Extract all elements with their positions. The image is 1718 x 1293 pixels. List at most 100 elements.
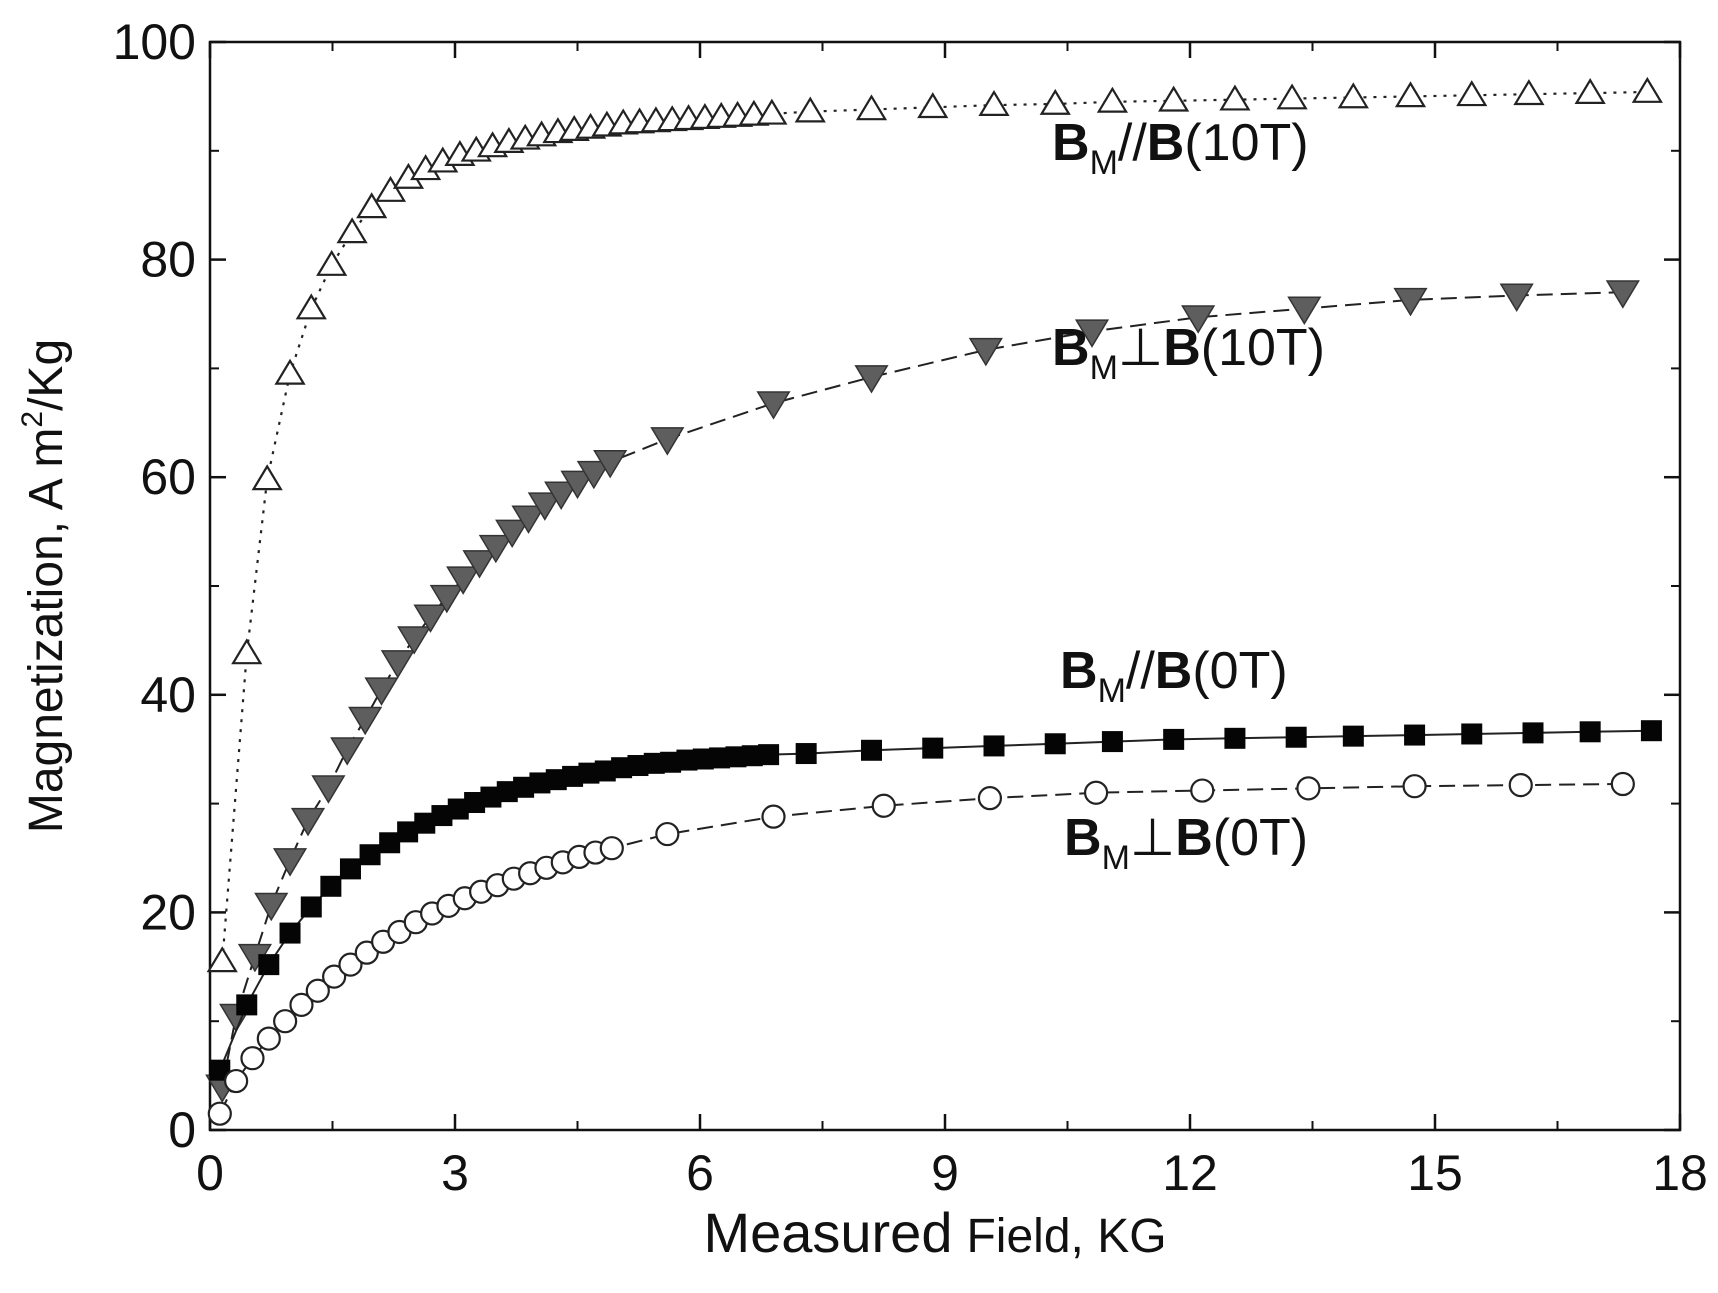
data-point (594, 760, 616, 782)
data-point (206, 946, 238, 973)
data-point (1499, 283, 1534, 312)
data-point (1640, 720, 1662, 742)
data-point (676, 749, 698, 771)
data-point (1285, 726, 1307, 748)
data-point (1605, 280, 1640, 309)
data-point (1342, 725, 1364, 747)
data-point (1276, 83, 1308, 110)
label-condition: (10T) (1201, 319, 1325, 377)
label-condition: (10T) (1184, 114, 1308, 172)
label-field-symbol: B (1163, 319, 1201, 377)
data-point (1287, 296, 1322, 326)
data-point (231, 638, 263, 665)
data-point (1610, 771, 1635, 797)
label-relation: // (1126, 642, 1155, 700)
data-point (414, 812, 436, 834)
x-tick-label: 0 (196, 1145, 224, 1201)
y-axis-title: Magnetization, A m2/Kg (16, 339, 73, 833)
data-point (611, 757, 633, 779)
data-point (1508, 773, 1533, 798)
label-condition: (0T) (1213, 809, 1308, 867)
data-point (339, 858, 361, 880)
x-axis-title-rest: Field, KG (966, 1210, 1166, 1263)
data-point (289, 992, 314, 1017)
x-tick-label: 15 (1407, 1145, 1463, 1201)
label-subscript: M (1090, 349, 1118, 387)
data-point (1402, 774, 1427, 799)
data-point (1522, 722, 1544, 744)
data-point (692, 748, 714, 770)
data-point (272, 848, 308, 877)
data-point (1574, 77, 1606, 104)
data-point (338, 952, 363, 977)
data-point (560, 470, 595, 500)
data-point (871, 793, 896, 818)
data-point (356, 192, 388, 219)
y-tick-label: 100 (113, 14, 196, 70)
data-point (1181, 305, 1216, 334)
data-point (236, 994, 258, 1016)
data-point (578, 762, 600, 784)
data-point (273, 1009, 298, 1034)
data-point (794, 96, 826, 123)
data-point (650, 427, 685, 456)
label-field-symbol: B (1175, 809, 1213, 867)
data-point (480, 786, 502, 808)
data-point (240, 1046, 265, 1071)
data-point (861, 739, 882, 761)
data-point (709, 747, 731, 769)
data-point (795, 743, 817, 765)
data-point (348, 706, 383, 736)
data-point (977, 786, 1003, 811)
data-point (1163, 728, 1185, 750)
series-labels: BM//B(10T)BM⊥B(10T)BM//B(0T)BM⊥B(0T) (1052, 114, 1325, 877)
data-point (295, 293, 327, 320)
data-point (330, 737, 365, 766)
x-tick-label: 9 (931, 1145, 959, 1201)
data-point (290, 807, 326, 837)
label-subscript: M (1098, 672, 1126, 710)
label-condition: (0T) (1192, 642, 1287, 700)
y-axis-title-suffix: /Kg (20, 339, 73, 411)
label-symbol: B (1052, 319, 1090, 377)
label-symbol: B (1060, 642, 1098, 700)
data-point (254, 892, 289, 922)
data-point (274, 358, 306, 385)
data-point (529, 772, 551, 794)
data-point (320, 875, 342, 897)
data-point (1404, 724, 1426, 746)
data-point (655, 821, 680, 847)
data-point (1074, 319, 1110, 348)
series-label-perp10: BM⊥B(10T) (1052, 319, 1325, 387)
data-point (1337, 82, 1369, 109)
data-point (251, 464, 283, 491)
data-point (978, 89, 1010, 116)
data-point (511, 505, 546, 534)
data-point (300, 896, 322, 918)
data-point (1219, 84, 1251, 111)
data-point (1158, 85, 1190, 112)
data-point (922, 737, 944, 759)
data-point (576, 460, 611, 490)
data-point (513, 776, 535, 798)
data-point (1083, 780, 1109, 805)
data-point (446, 566, 481, 595)
data-point (380, 650, 415, 679)
x-tick-label: 3 (441, 1145, 469, 1201)
data-point (1096, 86, 1129, 113)
data-point (279, 922, 301, 944)
y-axis-title-prefix: Magnetization, A m (20, 428, 73, 834)
series-line-par0 (218, 729, 1652, 1071)
x-axis-title-main: Measured (703, 1201, 952, 1264)
data-point (1296, 776, 1321, 801)
y-tick-label: 40 (140, 667, 196, 723)
label-subscript: M (1090, 144, 1118, 182)
x-tick-label: 12 (1162, 1145, 1218, 1201)
label-symbol: B (1064, 809, 1102, 867)
data-point (397, 821, 419, 843)
data-point (431, 805, 453, 827)
data-point (413, 604, 448, 633)
data-point (1461, 723, 1483, 745)
data-point (725, 746, 747, 768)
data-point (1190, 778, 1215, 803)
